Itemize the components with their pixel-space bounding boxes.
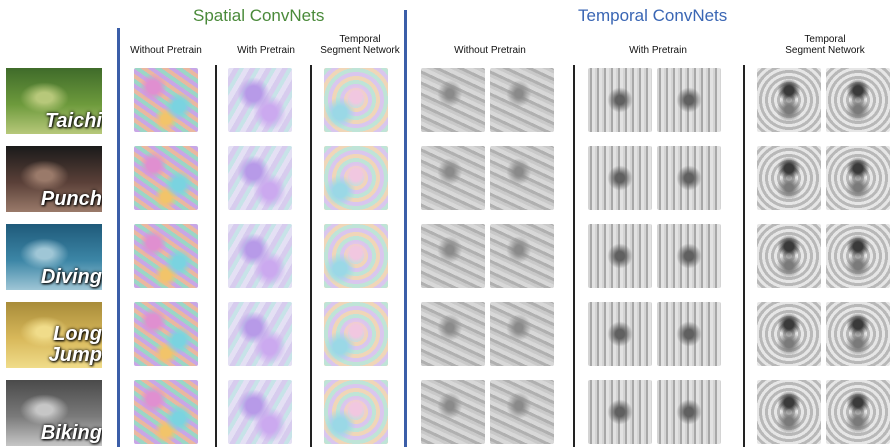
temporal-visualization bbox=[588, 146, 652, 210]
spatial-visualization bbox=[134, 380, 198, 444]
temporal-visualization bbox=[826, 224, 890, 288]
temporal-visualization bbox=[657, 146, 721, 210]
action-label: Long Jump bbox=[48, 323, 102, 366]
spatial-visualization bbox=[228, 224, 292, 288]
temporal-visualization bbox=[421, 380, 485, 444]
temporal-visualization bbox=[757, 380, 821, 444]
temporal-visualization bbox=[657, 224, 721, 288]
spatial-visualization bbox=[134, 224, 198, 288]
divider-spatial-1 bbox=[215, 65, 217, 447]
temporal-col-with-pretrain: With Pretrain bbox=[629, 45, 687, 56]
action-label: Taichi bbox=[44, 110, 102, 132]
temporal-visualization bbox=[421, 302, 485, 366]
spatial-col-tsn: Temporal Segment Network bbox=[320, 34, 400, 56]
spatial-visualization bbox=[228, 68, 292, 132]
spatial-visualization bbox=[134, 302, 198, 366]
temporal-visualization bbox=[490, 380, 554, 444]
temporal-visualization bbox=[421, 146, 485, 210]
temporal-visualization bbox=[588, 68, 652, 132]
temporal-visualization bbox=[421, 224, 485, 288]
spatial-col-without-pretrain: Without Pretrain bbox=[130, 45, 202, 56]
divider-spatial-2 bbox=[310, 65, 312, 447]
action-label: Diving bbox=[40, 266, 102, 288]
temporal-col-tsn: Temporal Segment Network bbox=[785, 34, 865, 56]
action-frame: Biking bbox=[6, 380, 102, 446]
action-frame-image bbox=[6, 68, 102, 134]
temporal-visualization bbox=[757, 68, 821, 132]
temporal-visualization bbox=[588, 302, 652, 366]
temporal-visualization bbox=[490, 302, 554, 366]
action-label: Punch bbox=[40, 188, 102, 210]
temporal-visualization bbox=[826, 302, 890, 366]
spatial-visualization bbox=[134, 146, 198, 210]
spatial-visualization bbox=[324, 380, 388, 444]
action-frame-image bbox=[6, 224, 102, 290]
action-frame: Punch bbox=[6, 146, 102, 212]
divider-spatial-temporal bbox=[404, 10, 407, 447]
spatial-convnets-title: Spatial ConvNets bbox=[193, 6, 325, 25]
temporal-visualization bbox=[826, 146, 890, 210]
temporal-visualization bbox=[757, 302, 821, 366]
spatial-visualization bbox=[228, 380, 292, 444]
action-frame-image bbox=[6, 146, 102, 212]
temporal-visualization bbox=[421, 68, 485, 132]
action-frame: Taichi bbox=[6, 68, 102, 134]
action-frame: Long Jump bbox=[6, 302, 102, 368]
temporal-visualization bbox=[588, 380, 652, 444]
action-label: Biking bbox=[40, 422, 102, 444]
temporal-convnets-title: Temporal ConvNets bbox=[578, 6, 728, 25]
action-frame-image bbox=[6, 302, 102, 368]
temporal-visualization bbox=[757, 224, 821, 288]
spatial-col-with-pretrain: With Pretrain bbox=[237, 45, 295, 56]
divider-temporal-2 bbox=[743, 65, 745, 447]
temporal-visualization bbox=[826, 68, 890, 132]
action-frame-image bbox=[6, 380, 102, 446]
temporal-visualization bbox=[490, 146, 554, 210]
action-frame: Diving bbox=[6, 224, 102, 290]
spatial-visualization bbox=[134, 68, 198, 132]
spatial-visualization bbox=[324, 68, 388, 132]
temporal-col-without-pretrain: Without Pretrain bbox=[454, 45, 526, 56]
temporal-visualization bbox=[657, 302, 721, 366]
spatial-visualization bbox=[228, 302, 292, 366]
spatial-visualization bbox=[324, 224, 388, 288]
divider-spatial-left bbox=[117, 28, 120, 447]
spatial-visualization bbox=[228, 146, 292, 210]
temporal-visualization bbox=[657, 68, 721, 132]
temporal-visualization bbox=[657, 380, 721, 444]
temporal-visualization bbox=[588, 224, 652, 288]
temporal-visualization bbox=[490, 68, 554, 132]
spatial-visualization bbox=[324, 146, 388, 210]
temporal-visualization bbox=[490, 224, 554, 288]
divider-temporal-1 bbox=[573, 65, 575, 447]
temporal-visualization bbox=[757, 146, 821, 210]
spatial-visualization bbox=[324, 302, 388, 366]
temporal-visualization bbox=[826, 380, 890, 444]
